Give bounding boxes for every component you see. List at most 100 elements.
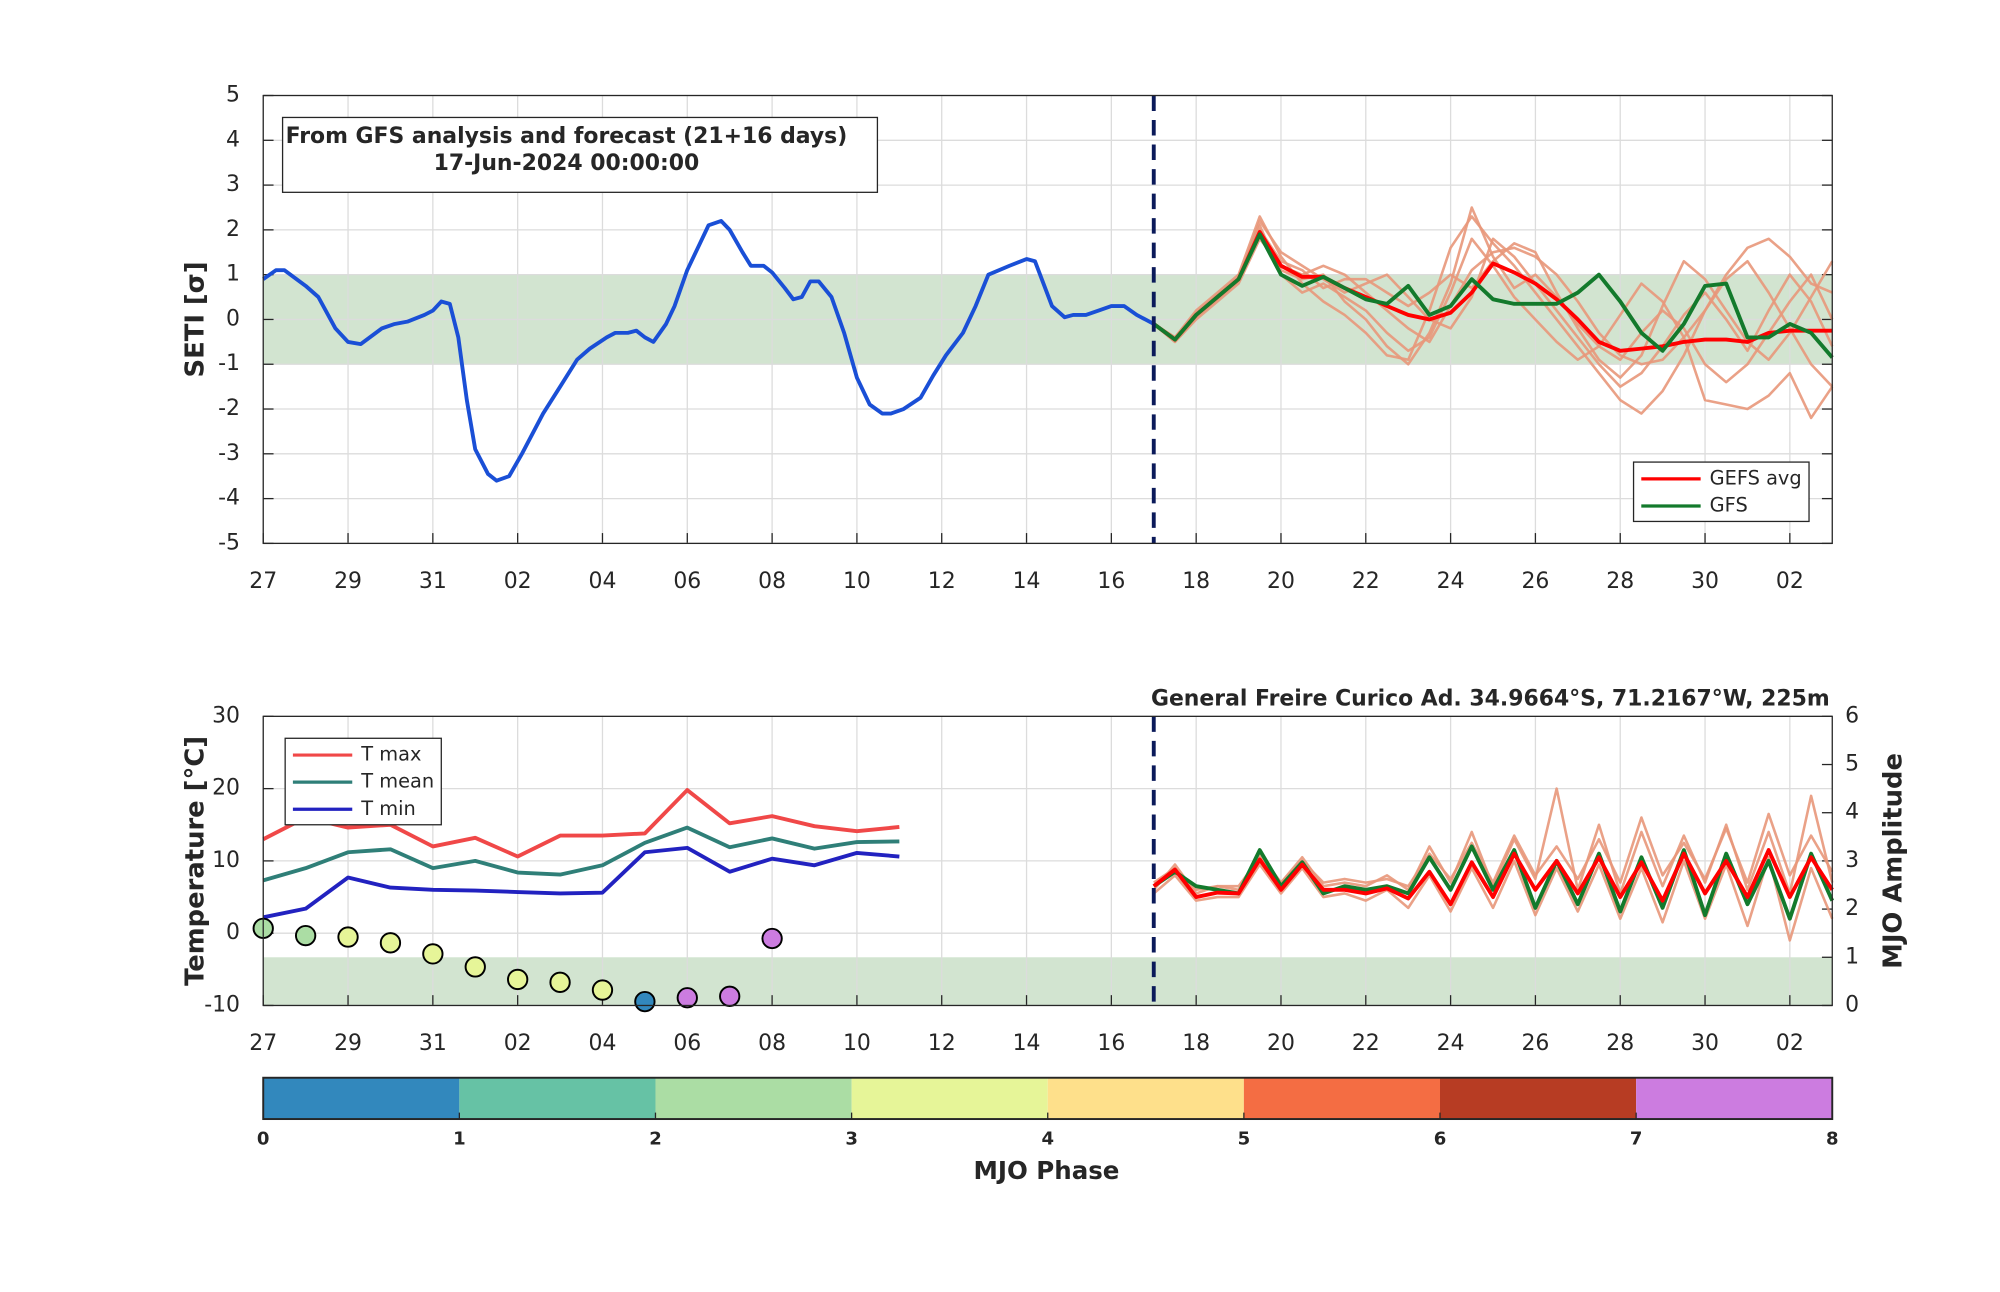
y-tick-label: 0 (226, 920, 240, 945)
x-tick-label: 28 (1606, 1031, 1634, 1056)
y-axis-label: SETI [σ] (181, 261, 211, 377)
y-tick-label: -10 (204, 992, 240, 1017)
mjo-point (761, 927, 783, 950)
x-tick-label: 31 (419, 569, 447, 594)
colorbar-tick-label: 2 (649, 1129, 662, 1150)
x-tick-label: 28 (1606, 569, 1634, 594)
mjo-point (379, 932, 402, 954)
colorbar-segment (263, 1077, 460, 1120)
x-tick-label: 10 (843, 1031, 871, 1056)
series-line (262, 788, 900, 859)
mjo-point (634, 990, 656, 1013)
mjo-point (294, 924, 317, 947)
y2-tick-label: 2 (1845, 896, 1859, 921)
mjo-point (676, 987, 698, 1009)
colorbar-segment (655, 1077, 852, 1120)
y-tick-label: -2 (218, 396, 240, 421)
series-line (1152, 848, 1834, 907)
x-tick-label: 16 (1097, 1031, 1125, 1056)
plot-frame (262, 94, 1833, 545)
x-tick-label: 16 (1097, 569, 1125, 594)
series-line (262, 219, 1155, 483)
legend-label: T min (360, 797, 415, 820)
series-line (1152, 230, 1833, 353)
y-tick-label: -5 (218, 530, 240, 555)
x-tick-label: 26 (1521, 569, 1549, 594)
chart-title: General Freire Curico Ad. 34.9664°S, 71.… (1151, 687, 1830, 712)
x-tick-label: 18 (1182, 569, 1210, 594)
x-tick-label: 10 (843, 569, 871, 594)
legend-box (1632, 461, 1810, 523)
y-tick-label: -1 (218, 351, 240, 376)
colorbar-segment (1243, 1077, 1440, 1120)
colorbar-tick-label: 5 (1238, 1129, 1251, 1150)
series-line (1153, 219, 1834, 388)
plot-frame (262, 715, 1833, 1007)
x-tick-label: 18 (1182, 1031, 1210, 1056)
colorbar-segment (459, 1077, 656, 1120)
mjo-point (591, 979, 614, 1001)
y2-tick-label: 5 (1845, 752, 1859, 777)
y-axis-label: Temperature [°C] (181, 736, 211, 986)
y-tick-label: 0 (226, 306, 240, 331)
colorbar-segment (851, 1077, 1048, 1120)
y2-tick-label: 0 (1845, 992, 1859, 1017)
x-tick-label: 14 (1013, 1031, 1041, 1056)
colorbar-tick-label: 8 (1826, 1129, 1839, 1150)
y-tick-label: 10 (212, 848, 240, 873)
x-tick-label: 08 (758, 569, 786, 594)
y-tick-label: 30 (212, 703, 240, 728)
x-tick-label: 02 (504, 569, 532, 594)
y2-tick-label: 6 (1845, 703, 1859, 728)
x-tick-label: 12 (928, 1031, 956, 1056)
x-tick-label: 02 (1776, 569, 1804, 594)
x-tick-label: 29 (334, 1031, 362, 1056)
series-line (262, 845, 900, 920)
colorbar-tick-label: 1 (453, 1129, 466, 1150)
annotation: 17-Jun-2024 00:00:00 (434, 151, 700, 176)
x-tick-label: 24 (1437, 569, 1465, 594)
band (263, 957, 1833, 1006)
x-tick-label: 22 (1352, 1031, 1380, 1056)
y-tick-label: 1 (226, 262, 240, 287)
legend-label: T mean (360, 770, 434, 793)
y-tick-label: -4 (218, 486, 240, 511)
series-line (1152, 855, 1834, 942)
mjo-point (464, 956, 486, 978)
colorbar-segment (1440, 1077, 1637, 1120)
y-tick-label: 5 (226, 83, 240, 108)
x-tick-label: 06 (673, 569, 701, 594)
colorbar-segment (1047, 1077, 1244, 1120)
x-tick-label: 20 (1267, 1031, 1295, 1056)
y-tick-label: 4 (226, 127, 240, 152)
legend-label: T max (360, 743, 421, 766)
y2-tick-label: 4 (1845, 800, 1859, 825)
colorbar-tick-label: 6 (1434, 1129, 1447, 1150)
colorbar-tick-label: 4 (1041, 1129, 1054, 1150)
colorbar-tick-label: 0 (257, 1129, 270, 1150)
x-tick-label: 27 (249, 1031, 277, 1056)
x-tick-label: 02 (1776, 1031, 1804, 1056)
y2-axis-label: MJO Amplitude (1879, 753, 1909, 969)
x-tick-label: 22 (1352, 569, 1380, 594)
x-tick-label: 06 (673, 1031, 701, 1056)
colorbar-label: MJO Phase (973, 1156, 1119, 1185)
mjo-point (719, 985, 741, 1007)
x-tick-label: 27 (249, 569, 277, 594)
mjo-point (549, 971, 571, 993)
series-line (262, 825, 900, 883)
annotation-box (281, 116, 879, 193)
colorbar-tick-label: 7 (1630, 1129, 1643, 1150)
x-tick-label: 20 (1267, 569, 1295, 594)
colorbar-segment (1636, 1077, 1833, 1120)
x-tick-label: 04 (589, 1031, 617, 1056)
x-tick-label: 30 (1691, 1031, 1719, 1056)
mjo-point (337, 926, 359, 948)
annotation: From GFS analysis and forecast (21+16 da… (286, 124, 848, 149)
mjo-point (422, 943, 444, 965)
y2-tick-label: 3 (1845, 848, 1859, 873)
y2-tick-label: 1 (1845, 944, 1859, 969)
legend-label: GEFS avg (1710, 466, 1802, 489)
